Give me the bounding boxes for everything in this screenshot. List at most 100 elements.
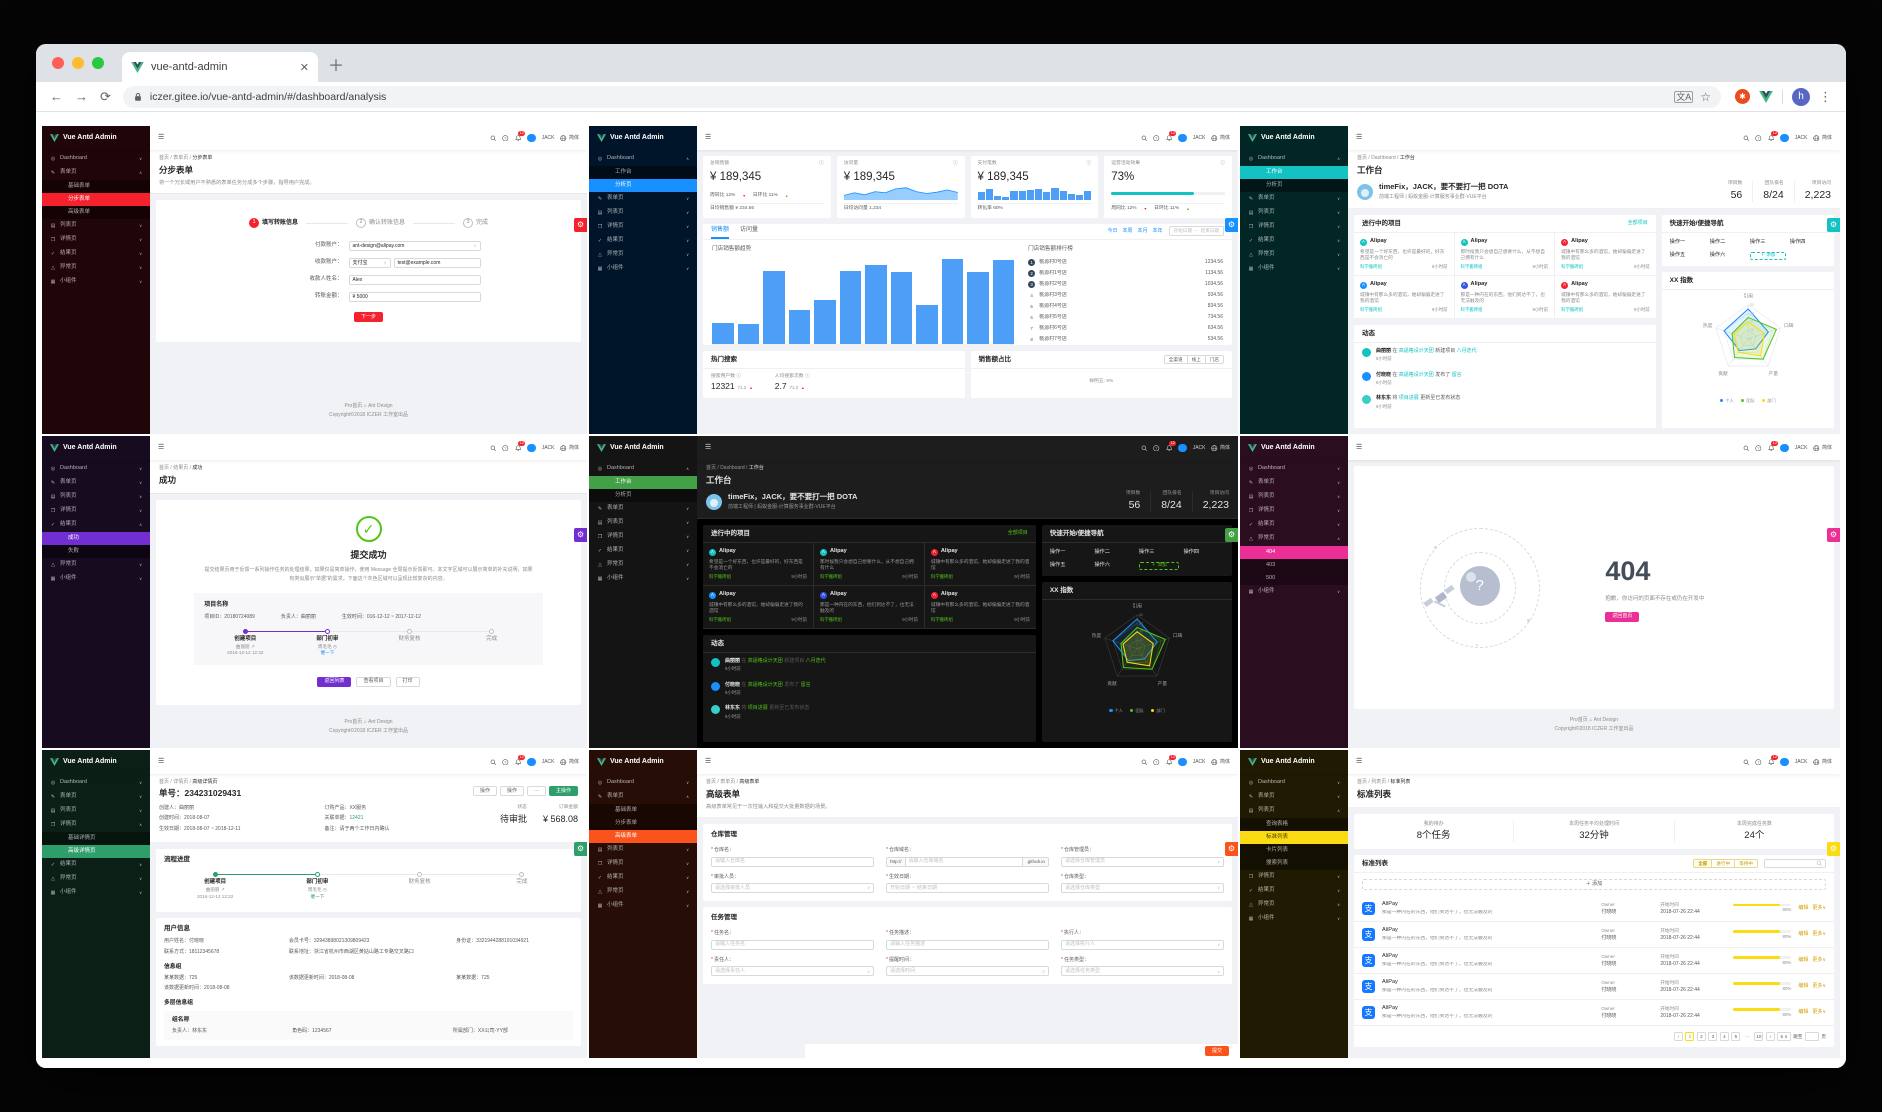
help-icon[interactable]: ? (1755, 759, 1762, 766)
page-size-select[interactable]: 5 ∨ (1777, 1032, 1791, 1042)
sidebar-item[interactable]: △ 异常页 ∨ (1249, 901, 1340, 908)
project-group-link[interactable]: 科学搬砖组 (1460, 307, 1483, 313)
bell-icon[interactable]: 12 (1165, 130, 1177, 142)
menu-fold-icon[interactable]: ☰ (705, 758, 712, 766)
breadcrumb-item[interactable]: Dashboard (1371, 155, 1396, 161)
submenu-item[interactable]: 分步表单 (615, 819, 638, 826)
user-avatar[interactable] (1178, 133, 1187, 143)
quick-op-link[interactable]: 操作二 (1094, 549, 1110, 556)
legend-item[interactable]: 个人 (1109, 708, 1123, 714)
sidebar-item[interactable]: ❐ 详情页 ∨ (1248, 873, 1340, 880)
submenu-item[interactable]: 高级表单 (589, 830, 697, 843)
sidebar-item[interactable]: ✎ 表单页 ∨ (597, 195, 689, 202)
menu-fold-icon[interactable]: ☰ (158, 758, 165, 766)
sidebar-item[interactable]: ▤ 列表页 ∨ (1248, 493, 1340, 500)
domain-input[interactable]: http://请输入仓库域名 .github.io (886, 856, 1049, 867)
language-selector[interactable]: 简体 (1211, 445, 1230, 452)
submenu-item[interactable]: 工作台 (1240, 166, 1348, 179)
submenu-item[interactable]: 标准列表 (1240, 831, 1348, 844)
footer-link-antd[interactable]: Ant Design (1593, 717, 1619, 723)
back-to-list-button[interactable]: 返回列表 (317, 676, 352, 687)
theme-setting-button[interactable]: ⚙ (1225, 842, 1238, 856)
project-name[interactable]: Alipay (940, 591, 958, 598)
submenu-item[interactable]: 搜索列表 (1266, 859, 1289, 866)
submenu-item[interactable]: 403 (1266, 561, 1276, 568)
more-link[interactable]: 更多∨ (1812, 983, 1826, 990)
edit-link[interactable]: 编辑 (1798, 905, 1809, 912)
project-group-link[interactable]: 科学搬砖组 (930, 617, 953, 623)
app-logo[interactable]: Vue Antd Admin (589, 750, 697, 774)
bell-icon[interactable]: 12 (514, 130, 526, 142)
breadcrumb-item[interactable]: 详情页 (173, 779, 189, 785)
bell-icon[interactable]: 12 (1767, 440, 1779, 452)
activity-link[interactable]: 高逼格设计天团 (1398, 347, 1434, 354)
edit-link[interactable]: 编辑 (1798, 957, 1809, 964)
extension-icon[interactable]: ✱ (1735, 89, 1750, 104)
help-icon[interactable]: ? (1153, 445, 1160, 452)
bookmark-star-icon[interactable]: ☆ (1700, 89, 1711, 104)
new-tab-button[interactable]: ＋ (328, 58, 345, 75)
bell-icon[interactable]: 12 (514, 754, 526, 766)
filter-进行中[interactable]: 进行中 (1712, 859, 1736, 869)
theme-setting-button[interactable]: ⚙ (1225, 218, 1238, 232)
tab-销售额[interactable]: 销售额 (711, 224, 730, 239)
project-name[interactable]: Alipay (1571, 238, 1588, 245)
sidebar-item[interactable]: ▦ 小组件 ∨ (597, 575, 689, 582)
submenu-item[interactable]: 500 (1266, 574, 1276, 581)
quick-op-link[interactable]: 操作一 (1669, 239, 1686, 246)
activity-link[interactable]: 项目进展 (1398, 395, 1419, 402)
breadcrumb-item[interactable]: Dashboard (720, 465, 745, 471)
project-group-link[interactable]: 科学搬砖组 (930, 574, 953, 580)
page-4[interactable]: 4 (1719, 1032, 1729, 1042)
secondary-button[interactable]: 查看项目 (356, 676, 391, 687)
submenu-item[interactable]: 高级表单 (68, 208, 91, 215)
project-group-link[interactable]: 科学搬砖组 (709, 617, 731, 623)
more-link[interactable]: 更多∨ (1812, 957, 1826, 964)
item-title[interactable]: AliPay (1382, 900, 1398, 907)
select-input[interactable]: ant-design@alipay.com ∨ (348, 241, 481, 252)
project-name[interactable]: Alipay (1370, 238, 1387, 245)
sidebar-item[interactable]: △ 异常页 ∨ (51, 561, 142, 568)
browser-tab[interactable]: vue-antd-admin ✕ (122, 52, 318, 82)
breadcrumb-item[interactable]: 首页 (159, 779, 170, 785)
quick-op-link[interactable]: 操作三 (1138, 549, 1155, 556)
sidebar-item[interactable]: ▦ 小组件 ∨ (50, 575, 142, 582)
sidebar-item[interactable]: ✎ 表单页 ∨ (1248, 479, 1340, 486)
share-tab[interactable]: 全渠道 (1163, 355, 1188, 365)
quick-op-link[interactable]: 操作四 (1789, 239, 1806, 246)
quick-op-link[interactable]: 操作一 (1049, 549, 1066, 556)
app-logo[interactable]: Vue Antd Admin (1240, 750, 1348, 774)
sidebar-item[interactable]: ✎ 表单页 ∨ (50, 479, 142, 486)
sidebar-item[interactable]: ◎ Dashboard ∧ (597, 155, 689, 162)
theme-setting-button[interactable]: ⚙ (1225, 528, 1238, 542)
app-logo[interactable]: Vue Antd Admin (589, 436, 697, 460)
theme-setting-button[interactable]: ⚙ (574, 218, 587, 232)
profile-avatar[interactable]: h (1792, 87, 1810, 106)
submenu-item[interactable]: 分析页 (589, 179, 697, 192)
submenu-item[interactable]: 失败 (68, 547, 80, 554)
help-icon[interactable]: ? (502, 135, 509, 142)
sidebar-item[interactable]: ❐ 详情页 ∧ (50, 821, 142, 828)
range-link[interactable]: 本月 (1137, 227, 1148, 234)
sidebar-item[interactable]: ▦ 小组件 ∨ (50, 889, 142, 896)
app-logo[interactable]: Vue Antd Admin (42, 750, 150, 774)
help-icon[interactable]: ? (502, 759, 509, 766)
breadcrumb-item[interactable]: 首页 (159, 465, 170, 471)
date-range-input[interactable]: 开始日期 ~ 结束日期 (886, 883, 1049, 894)
range-link[interactable]: 本周 (1122, 227, 1133, 234)
select-input[interactable]: 请选择仓库类型 ∨ (1061, 883, 1224, 894)
sidebar-item[interactable]: ❐ 详情页 ∨ (597, 533, 689, 540)
sidebar-item[interactable]: ◎ Dashboard ∧ (597, 465, 689, 472)
quick-op-link[interactable]: 操作三 (1749, 239, 1766, 246)
user-avatar[interactable] (1780, 133, 1789, 143)
menu-fold-icon[interactable]: ☰ (1356, 444, 1363, 452)
theme-setting-button[interactable]: ⚙ (1827, 528, 1840, 542)
sidebar-item[interactable]: ✎ 表单页 ∨ (1248, 793, 1340, 800)
tab-close-icon[interactable]: ✕ (299, 61, 309, 74)
sidebar-item[interactable]: ✓ 结果页 ∨ (50, 250, 142, 257)
quick-op-link[interactable]: 操作二 (1709, 239, 1726, 246)
edit-link[interactable]: 编辑 (1798, 931, 1809, 938)
bell-icon[interactable]: 12 (1767, 130, 1779, 142)
footer-link-antd[interactable]: Ant Design (368, 403, 393, 409)
sidebar-item[interactable]: ✓ 结果页 ∨ (597, 547, 689, 554)
